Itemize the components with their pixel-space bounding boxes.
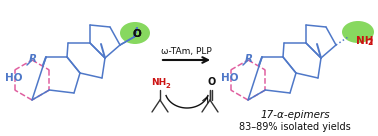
Text: 2: 2 [165,83,170,89]
Text: O: O [133,29,141,39]
Text: R: R [29,54,37,64]
Text: R: R [245,54,253,64]
Ellipse shape [120,22,150,44]
Ellipse shape [342,21,374,43]
Text: NH: NH [151,78,167,87]
Text: 17-α-epimers: 17-α-epimers [260,110,330,120]
Text: 2: 2 [367,38,372,47]
Text: HO: HO [5,73,23,83]
Text: O: O [208,77,216,87]
Text: ω-TAm, PLP: ω-TAm, PLP [161,47,212,56]
Text: NH: NH [356,36,373,46]
Text: O: O [133,29,141,39]
Text: HO: HO [221,73,239,83]
Text: 83–89% isolated yields: 83–89% isolated yields [239,122,351,132]
